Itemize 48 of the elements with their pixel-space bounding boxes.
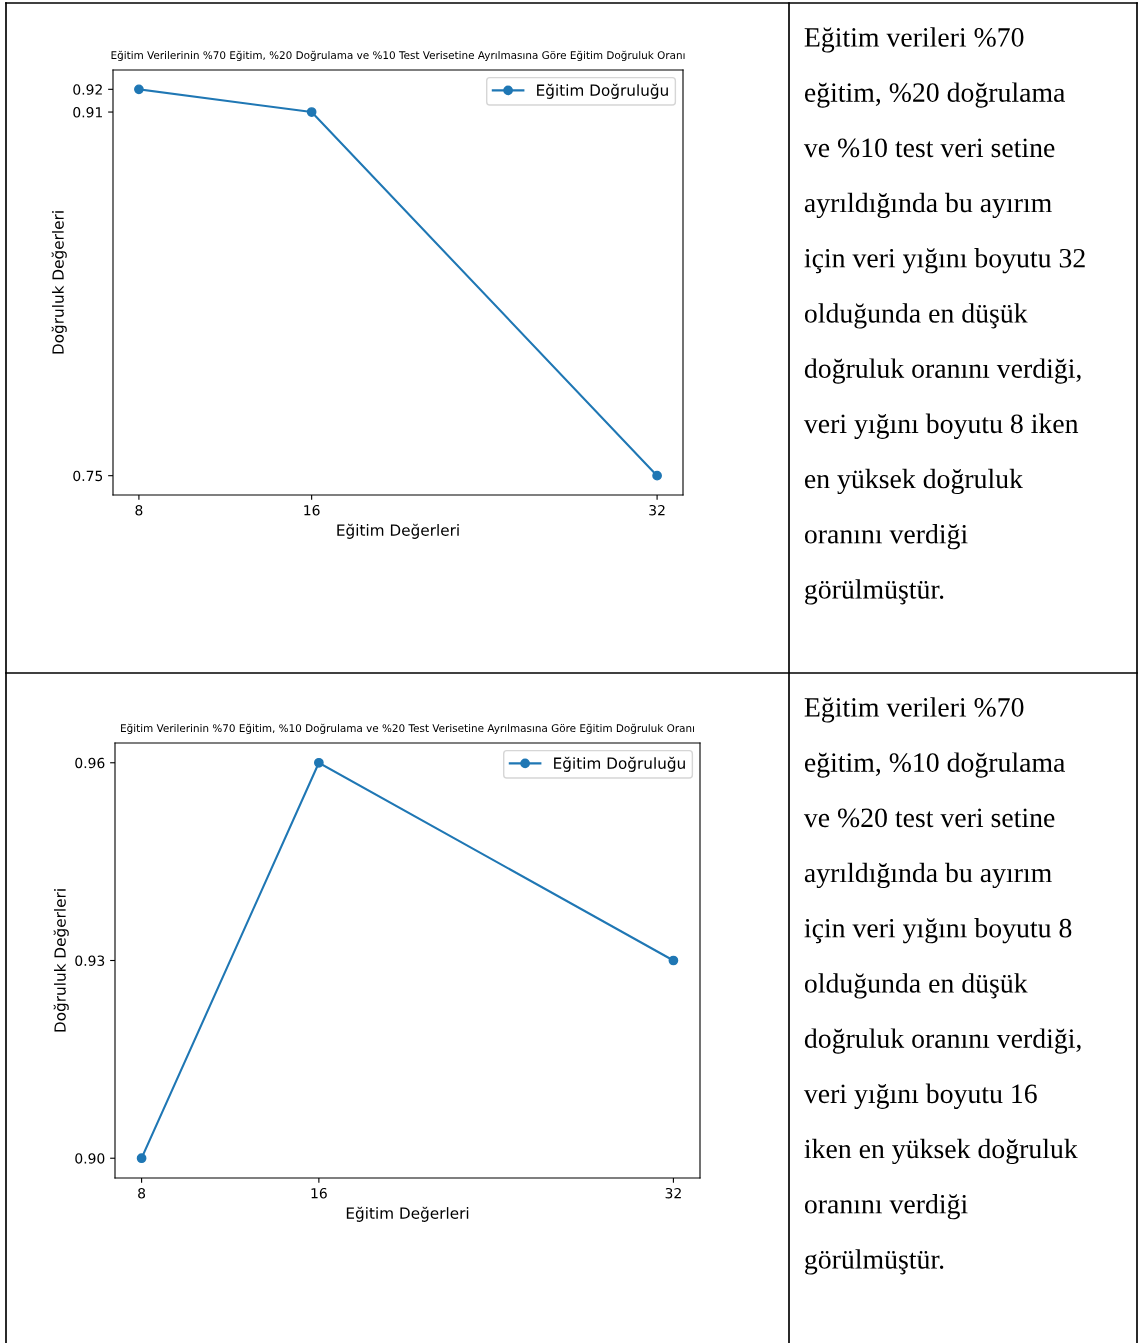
text: en yüksek doğruluk [804, 468, 1023, 495]
y-tick-label: 0.90 [75, 1153, 105, 1164]
text: için veri yığını boyutu 8 [804, 918, 1072, 944]
y-axis-title: Doğruluk Değerleri [53, 889, 69, 1032]
chart-title: Eğitim Verilerinin %70 Eğitim, %20 Doğrulama ve %10 Test Verisetine Ayrılmasına Göre Eğitim Doğruluk Oranı [111, 50, 685, 62]
text: eğitim, %10 doğrulama [804, 752, 1066, 778]
text: Eğitim verileri %70 [804, 27, 1024, 53]
x-tick-label: 32 [665, 1187, 681, 1199]
point [314, 757, 324, 768]
chart-title: Eğitim Verilerinin %70 Eğitim, %10 Doğrulama ve %20 Test Verisetine Ayrılmasına Göre Eğitim Doğruluk Oranı [121, 723, 694, 735]
y-tick-label: 0.75 [73, 470, 103, 482]
text: eğitim, %20 doğrulama [804, 82, 1066, 108]
text: oranını verdiği [804, 524, 968, 550]
text: olduğunda en düşük [804, 973, 1028, 999]
text: görülmüştür. [805, 1249, 944, 1275]
text: Eğitim verileri %70 [804, 697, 1024, 723]
text: olduğunda en düşük [804, 303, 1028, 329]
text: oranını verdiği [804, 1194, 968, 1220]
y-tick-label: 0.92 [73, 84, 102, 95]
text: doğruluk oranını verdiği, [804, 1028, 1081, 1054]
y-axis-title: Doğruluk Değerleri [51, 211, 67, 354]
point [134, 84, 144, 95]
text: ve %20 test veri setine [803, 808, 1055, 828]
text: ve %10 test veri setine [803, 138, 1055, 158]
y-tick-label: 0.91 [73, 107, 102, 118]
text: iken en yüksek doğruluk [804, 1138, 1078, 1165]
legend-label: Eğitim Doğruluğu [537, 83, 668, 99]
legend-label: Eğitim Doğruluğu [554, 756, 685, 772]
x-tick-label: 32 [649, 504, 665, 516]
text: doğruluk oranını verdiği, [804, 358, 1081, 384]
x-axis-title: Eğitim Değerleri [346, 1206, 469, 1222]
point [136, 1153, 147, 1164]
x-axis-title: Eğitim Değerleri [337, 523, 459, 539]
text: ayrıldığında bu ayırım [804, 862, 1052, 889]
y-tick-label: 0.96 [75, 757, 105, 769]
point [668, 955, 679, 966]
y-tick-label: 0.93 [75, 955, 105, 966]
point [652, 470, 662, 481]
text: veri yığını boyutu 16 [803, 1083, 1037, 1109]
x-tick-label: 8 [135, 504, 143, 516]
x-tick-label: 16 [304, 504, 320, 516]
text: için veri yığını boyutu 32 [804, 248, 1085, 274]
point [306, 107, 317, 117]
text: görülmüştür. [805, 579, 944, 605]
x-tick-label: 16 [311, 1187, 327, 1199]
x-tick-label: 8 [138, 1187, 146, 1199]
text: veri yığını boyutu 8 iken [803, 413, 1079, 439]
text: ayrıldığında bu ayırım [804, 192, 1052, 219]
